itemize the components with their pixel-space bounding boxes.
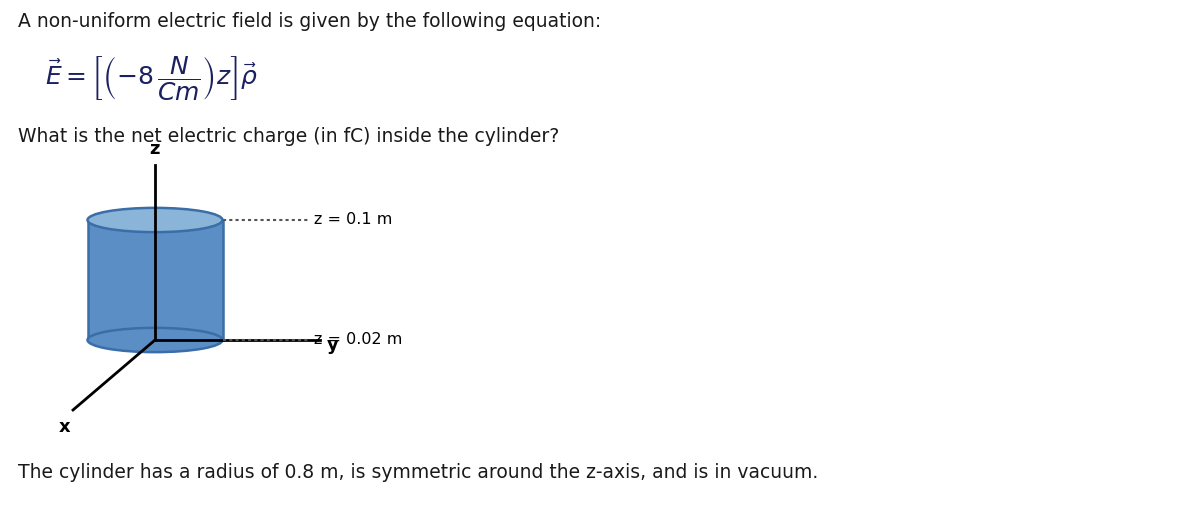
Bar <box>88 220 222 340</box>
Text: y: y <box>326 336 338 354</box>
Text: The cylinder has a radius of 0.8 m, is symmetric around the z-axis, and is in va: The cylinder has a radius of 0.8 m, is s… <box>18 463 818 482</box>
Text: z = 0.02 m: z = 0.02 m <box>314 332 403 348</box>
Ellipse shape <box>88 208 222 232</box>
Text: z: z <box>150 140 161 158</box>
Text: x: x <box>59 418 71 436</box>
Text: z = 0.1 m: z = 0.1 m <box>314 212 392 227</box>
Ellipse shape <box>88 328 222 352</box>
Text: $\vec{E} = \left[\left(-8\,\dfrac{N}{Cm}\right)z\right]\vec{\rho}$: $\vec{E} = \left[\left(-8\,\dfrac{N}{Cm}… <box>46 54 258 102</box>
Text: A non-uniform electric field is given by the following equation:: A non-uniform electric field is given by… <box>18 12 601 31</box>
Text: What is the net electric charge (in fC) inside the cylinder?: What is the net electric charge (in fC) … <box>18 127 559 146</box>
